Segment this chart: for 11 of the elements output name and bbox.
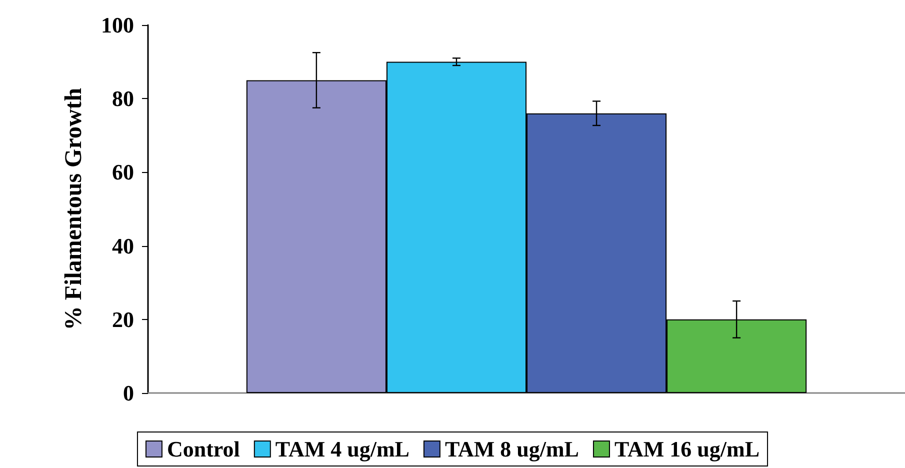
y-tick-label: 100	[101, 12, 134, 38]
legend-label: TAM 4 ug/mL	[275, 436, 410, 462]
y-tick-label: 60	[112, 160, 134, 185]
y-tick-label: 80	[112, 86, 134, 112]
y-axis-title: % Filamentous Growth	[61, 88, 87, 330]
y-tick-label: 0	[123, 380, 134, 406]
legend-label: TAM 8 ug/mL	[444, 436, 579, 462]
legend-label: TAM 16 ug/mL	[614, 436, 760, 462]
y-tick-label: 40	[112, 233, 134, 258]
legend-label: Control	[166, 436, 240, 462]
y-tick-label: 20	[112, 306, 134, 332]
